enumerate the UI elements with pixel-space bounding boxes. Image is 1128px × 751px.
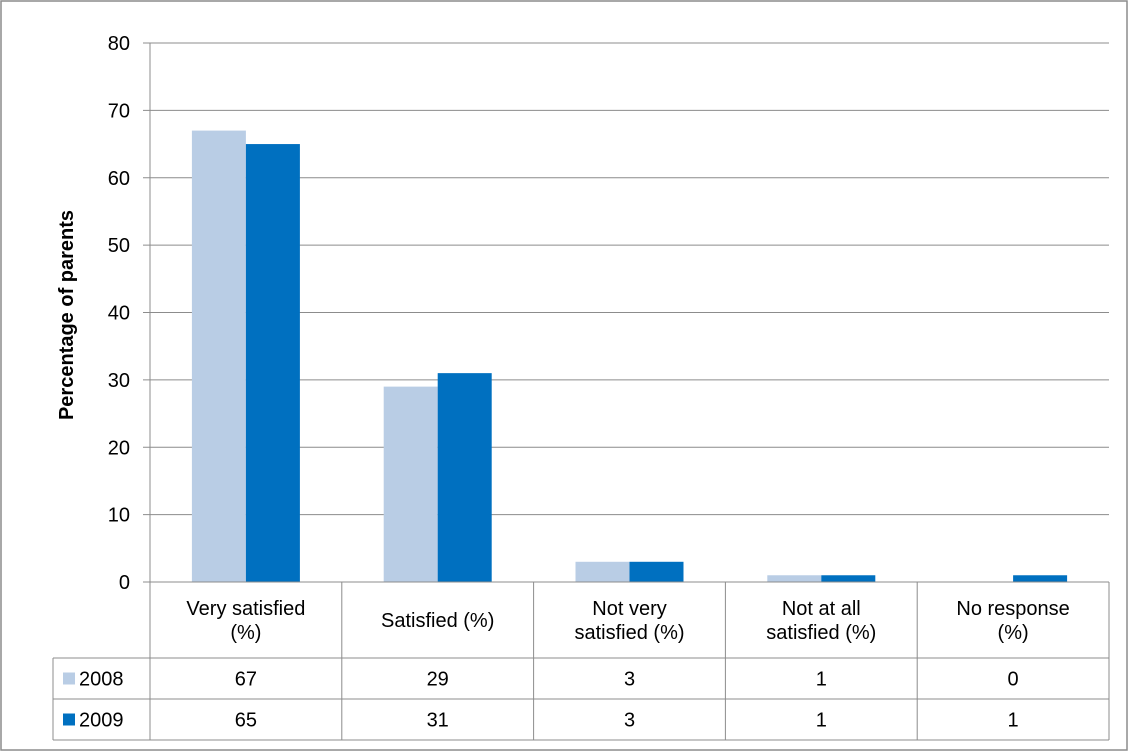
category-label: No response: [956, 598, 1069, 620]
data-label: 1: [816, 669, 827, 691]
legend-swatch-2009: [63, 713, 75, 726]
legend-swatch-2008: [63, 672, 75, 685]
bar-2009-1: [437, 373, 492, 582]
y-tick-labels: 0 10 20 30 40 50 60 70 80: [108, 33, 130, 594]
bar-2009-3: [821, 575, 876, 582]
y-tick-label: 20: [108, 437, 130, 459]
y-tick-label: 0: [119, 572, 130, 594]
category-label: (%): [998, 622, 1029, 644]
y-tick-label: 50: [108, 235, 130, 257]
y-axis-label: Percentage of parents: [56, 210, 78, 420]
y-tick-label: 10: [108, 505, 130, 527]
bar-2009-2: [629, 561, 684, 582]
y-tick-label: 30: [108, 370, 130, 392]
data-label: 65: [235, 710, 257, 732]
category-label: satisfied (%): [574, 622, 684, 644]
category-label: (%): [230, 622, 261, 644]
data-label: 0: [1008, 669, 1019, 691]
data-label: 67: [235, 669, 257, 691]
data-table: Very satisfied(%)Satisfied (%)Not verysa…: [52, 581, 1110, 741]
data-label: 1: [1008, 710, 1019, 732]
data-label: 29: [427, 669, 449, 691]
legend-label: 2009: [79, 710, 124, 732]
bar-2008-1: [383, 386, 438, 582]
y-tick-label: 60: [108, 168, 130, 190]
y-tick-label: 40: [108, 303, 130, 325]
bar-2008-2: [575, 561, 630, 582]
y-tick-label: 70: [108, 100, 130, 122]
category-label: satisfied (%): [766, 622, 876, 644]
category-label: Satisfied (%): [381, 610, 494, 632]
y-tick-label: 80: [108, 33, 130, 55]
category-label: Not at all: [782, 598, 861, 620]
bar-2008-0: [191, 130, 246, 582]
bar-2008-3: [767, 575, 822, 582]
gridlines: [143, 42, 1109, 583]
category-label: Not very: [592, 598, 666, 620]
bar-2009-0: [245, 144, 300, 582]
legend-label: 2008: [79, 669, 124, 691]
category-label: Very satisfied: [186, 598, 305, 620]
data-label: 31: [427, 710, 449, 732]
bar-2009-4: [1013, 575, 1068, 582]
bars: [191, 130, 1068, 582]
data-label: 1: [816, 710, 827, 732]
data-label: 3: [624, 669, 635, 691]
data-label: 3: [624, 710, 635, 732]
